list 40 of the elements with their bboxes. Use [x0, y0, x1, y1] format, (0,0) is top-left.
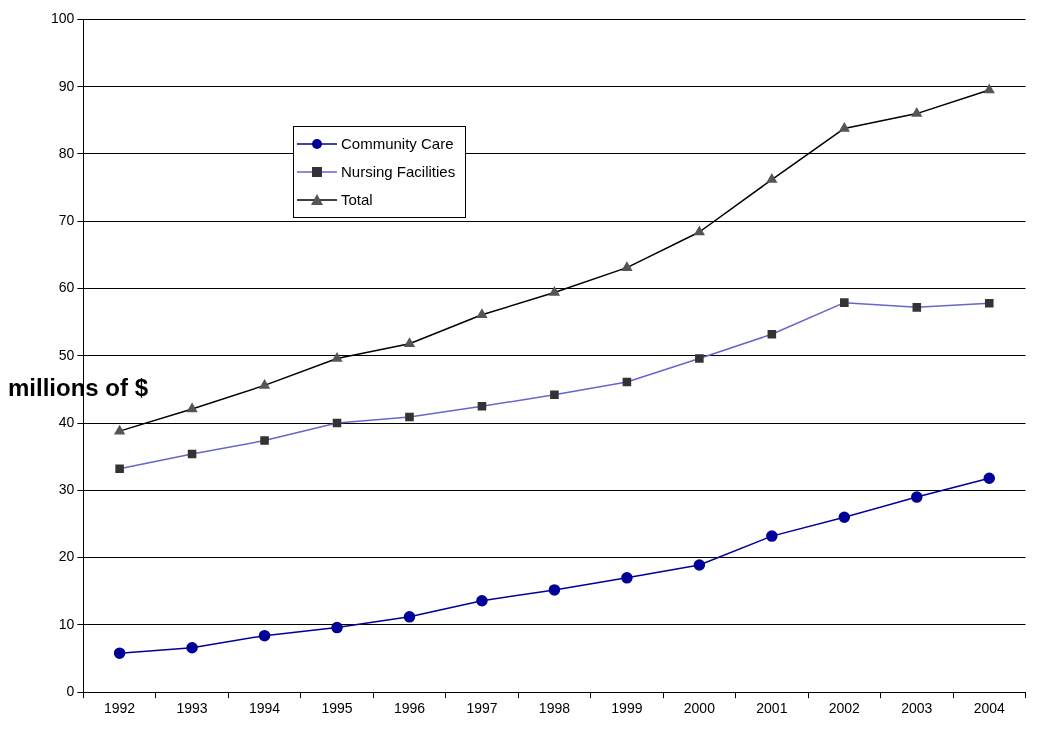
- x-tick-label: 2001: [756, 700, 788, 717]
- x-tick-label: 2000: [683, 700, 716, 717]
- point: [766, 530, 778, 542]
- x-tick-label: 2002: [828, 700, 861, 717]
- point: [548, 584, 561, 596]
- point: [403, 611, 416, 623]
- point: [838, 511, 851, 524]
- point: [186, 642, 198, 654]
- point: [983, 472, 996, 484]
- y-tick-label: 20: [58, 548, 75, 565]
- y-tick-label: 60: [58, 279, 75, 296]
- x-tick-label: 2004: [973, 700, 1006, 717]
- legend-label: Total: [341, 190, 373, 210]
- x-tick-label: 1994: [248, 700, 281, 717]
- x-tick-label: 1999: [611, 700, 643, 717]
- y-tick-label: 50: [58, 346, 75, 363]
- point: [621, 572, 633, 584]
- x-tick-label: 1993: [176, 700, 208, 717]
- point: [258, 629, 271, 642]
- point: [693, 559, 706, 571]
- x-tick-label: 1992: [104, 700, 136, 717]
- y-tick-label: 0: [66, 683, 75, 700]
- point: [476, 594, 488, 607]
- x-tick-label: 1995: [321, 700, 353, 717]
- y-tick-label: 80: [58, 144, 75, 161]
- point: [331, 621, 343, 634]
- y-tick-label: 90: [58, 77, 75, 94]
- x-tick-label: 1996: [393, 700, 426, 717]
- x-tick-label: 1998: [538, 700, 571, 717]
- y-tick-label: 100: [51, 10, 75, 27]
- legend-label: Nursing Facilities: [341, 162, 456, 182]
- y-tick-label: 10: [58, 615, 75, 632]
- x-tick-label: 2003: [901, 700, 933, 717]
- y-tick-label: 40: [58, 413, 75, 430]
- legend-label: Community Care: [341, 134, 454, 154]
- point: [113, 647, 126, 659]
- point: [911, 491, 923, 503]
- y-tick-label: 30: [58, 481, 75, 498]
- x-tick-label: 1997: [466, 700, 498, 717]
- y-tick-label: 70: [58, 212, 75, 229]
